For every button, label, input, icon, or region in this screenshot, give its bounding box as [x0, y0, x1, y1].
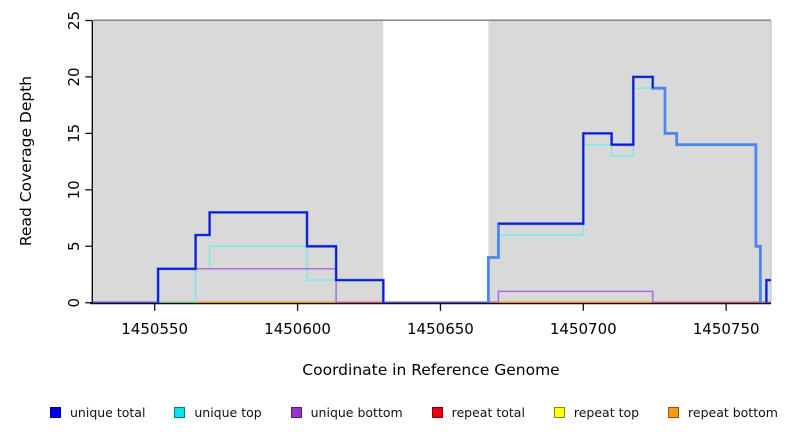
legend-label: unique top [194, 404, 262, 420]
series-unique-total [157, 211, 385, 303]
x-tick-label: 1450550 [121, 320, 188, 338]
y-tick-label: 10 [65, 180, 83, 199]
series-unique-total [765, 279, 771, 303]
coverage-chart: 1450550 1450600 1450650 1450700 1450750 0 5 10 1… [17, 11, 772, 379]
zero-coverage-gap [383, 20, 489, 304]
legend-swatch-icon [174, 406, 186, 418]
legend-item-repeat-top: repeat top [553, 404, 640, 420]
legend-item-unique-bottom: unique bottom [290, 404, 403, 420]
legend-item-repeat-bottom: repeat bottom [668, 405, 778, 420]
legend-label: repeat bottom [688, 404, 778, 420]
x-axis-title: Coordinate in Reference Genome [302, 361, 559, 379]
x-tick-label: 1450700 [550, 320, 617, 338]
legend-item-repeat-total: repeat total [431, 404, 525, 420]
x-tick-label: 1450600 [264, 320, 331, 338]
legend-swatch-icon [668, 406, 680, 418]
y-tick-label: 20 [65, 67, 83, 86]
legend-label: repeat total [451, 404, 525, 420]
legend-label: unique total [70, 404, 146, 420]
series-unique-total [498, 76, 654, 225]
legend: unique total unique top unique bottom repea… [0, 392, 792, 432]
legend-item-unique-total: unique total [50, 405, 145, 420]
x-tick-label: 1450750 [693, 320, 760, 338]
y-tick-label: 25 [65, 11, 83, 30]
legend-swatch-icon [553, 406, 565, 418]
y-axis-title: Read Coverage Depth [17, 76, 35, 246]
y-tick-label: 5 [65, 241, 83, 251]
legend-swatch-icon [50, 406, 61, 418]
legend-label: unique bottom [310, 404, 403, 420]
legend-item-unique-top: unique top [174, 404, 262, 420]
legend-label: repeat top [573, 404, 640, 420]
y-tick-label: 0 [65, 298, 83, 308]
legend-swatch-icon [290, 406, 302, 418]
x-tick-label: 1450650 [407, 320, 474, 338]
legend-swatch-icon [431, 406, 443, 418]
y-tick-label: 15 [65, 124, 83, 143]
series-unique-bottom [497, 290, 654, 303]
